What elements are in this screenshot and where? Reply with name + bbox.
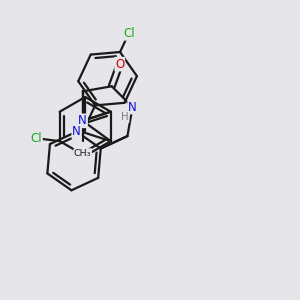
Text: N: N [78, 114, 87, 127]
Text: N: N [72, 125, 81, 138]
Text: N: N [128, 100, 137, 114]
Text: H: H [122, 112, 129, 122]
Text: Cl: Cl [123, 27, 135, 40]
Text: CH₃: CH₃ [74, 149, 92, 158]
Text: O: O [115, 58, 124, 70]
Text: Cl: Cl [30, 132, 42, 145]
